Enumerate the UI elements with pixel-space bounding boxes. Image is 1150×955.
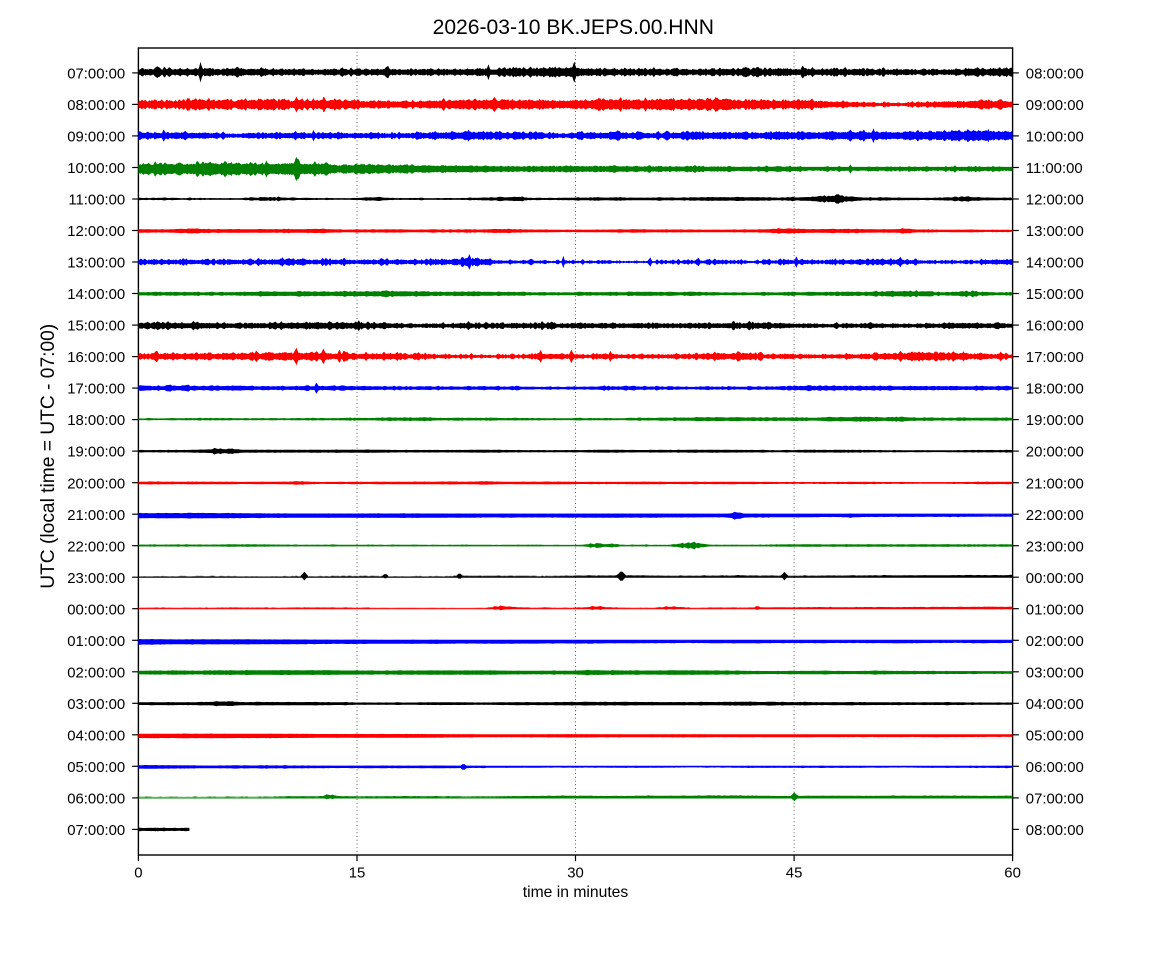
- svg-text:17:00:00: 17:00:00: [1026, 350, 1084, 366]
- svg-text:12:00:00: 12:00:00: [1026, 193, 1084, 209]
- svg-text:13:00:00: 13:00:00: [67, 256, 125, 272]
- svg-text:10:00:00: 10:00:00: [67, 161, 125, 177]
- svg-text:21:00:00: 21:00:00: [67, 508, 125, 524]
- svg-text:08:00:00: 08:00:00: [67, 98, 125, 114]
- svg-text:09:00:00: 09:00:00: [67, 130, 125, 146]
- svg-text:22:00:00: 22:00:00: [67, 539, 125, 555]
- svg-text:19:00:00: 19:00:00: [1026, 413, 1084, 429]
- svg-text:12:00:00: 12:00:00: [67, 224, 125, 240]
- svg-text:60: 60: [1004, 866, 1021, 882]
- svg-text:00:00:00: 00:00:00: [1026, 571, 1084, 587]
- svg-text:14:00:00: 14:00:00: [1026, 256, 1084, 272]
- svg-text:22:00:00: 22:00:00: [1026, 508, 1084, 524]
- svg-text:06:00:00: 06:00:00: [1026, 760, 1084, 776]
- svg-text:UTC (local time = UTC - 07:00): UTC (local time = UTC - 07:00): [38, 324, 59, 589]
- svg-text:10:00:00: 10:00:00: [1026, 130, 1084, 146]
- svg-text:03:00:00: 03:00:00: [1026, 665, 1084, 681]
- svg-text:0: 0: [134, 866, 142, 882]
- svg-text:18:00:00: 18:00:00: [1026, 382, 1084, 398]
- svg-text:01:00:00: 01:00:00: [1026, 602, 1084, 618]
- svg-text:16:00:00: 16:00:00: [1026, 319, 1084, 335]
- svg-text:16:00:00: 16:00:00: [67, 350, 125, 366]
- svg-text:15:00:00: 15:00:00: [1026, 287, 1084, 303]
- svg-text:17:00:00: 17:00:00: [67, 382, 125, 398]
- svg-text:14:00:00: 14:00:00: [67, 287, 125, 303]
- svg-text:05:00:00: 05:00:00: [67, 760, 125, 776]
- svg-text:15: 15: [349, 866, 366, 882]
- svg-text:23:00:00: 23:00:00: [67, 571, 125, 587]
- svg-text:13:00:00: 13:00:00: [1026, 224, 1084, 240]
- svg-text:11:00:00: 11:00:00: [68, 193, 125, 209]
- svg-text:07:00:00: 07:00:00: [67, 67, 125, 83]
- svg-text:11:00:00: 11:00:00: [1026, 161, 1083, 177]
- svg-text:23:00:00: 23:00:00: [1026, 539, 1084, 555]
- svg-text:08:00:00: 08:00:00: [1026, 823, 1084, 839]
- svg-text:18:00:00: 18:00:00: [67, 413, 125, 429]
- svg-text:01:00:00: 01:00:00: [67, 634, 125, 650]
- svg-text:45: 45: [786, 866, 803, 882]
- svg-text:2026-03-10 BK.JEPS.00.HNN: 2026-03-10 BK.JEPS.00.HNN: [433, 16, 714, 39]
- svg-text:07:00:00: 07:00:00: [1026, 792, 1084, 808]
- svg-text:03:00:00: 03:00:00: [67, 697, 125, 713]
- svg-text:15:00:00: 15:00:00: [67, 319, 125, 335]
- svg-text:20:00:00: 20:00:00: [67, 476, 125, 492]
- svg-text:07:00:00: 07:00:00: [67, 823, 125, 839]
- svg-text:19:00:00: 19:00:00: [67, 445, 125, 461]
- svg-text:time in minutes: time in minutes: [523, 884, 629, 901]
- svg-text:21:00:00: 21:00:00: [1026, 476, 1084, 492]
- svg-text:30: 30: [567, 866, 584, 882]
- svg-text:00:00:00: 00:00:00: [67, 602, 125, 618]
- svg-text:09:00:00: 09:00:00: [1026, 98, 1084, 114]
- svg-text:02:00:00: 02:00:00: [1026, 634, 1084, 650]
- svg-text:02:00:00: 02:00:00: [67, 665, 125, 681]
- svg-text:05:00:00: 05:00:00: [1026, 728, 1084, 744]
- svg-text:20:00:00: 20:00:00: [1026, 445, 1084, 461]
- svg-text:04:00:00: 04:00:00: [1026, 697, 1084, 713]
- svg-text:06:00:00: 06:00:00: [67, 792, 125, 808]
- svg-text:04:00:00: 04:00:00: [67, 728, 125, 744]
- svg-text:08:00:00: 08:00:00: [1026, 67, 1084, 83]
